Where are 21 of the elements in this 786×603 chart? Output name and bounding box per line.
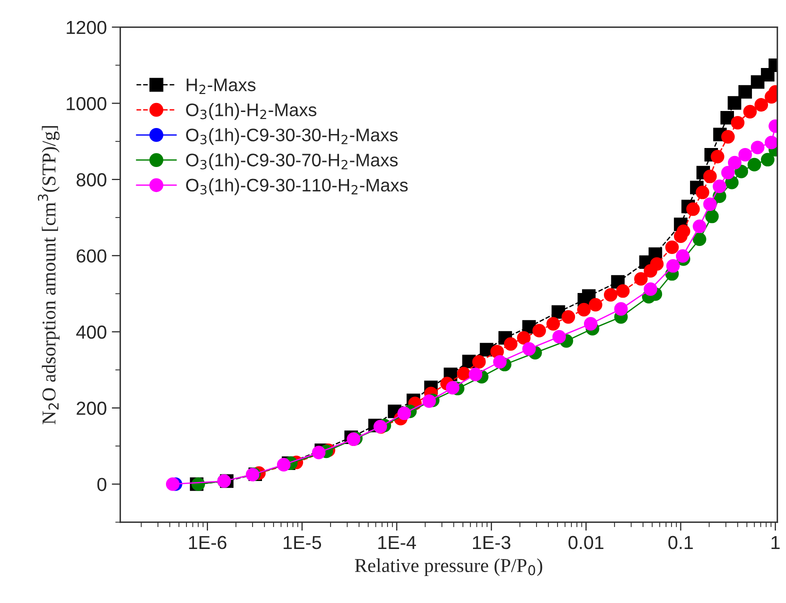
x-tick-label: 0.1 bbox=[668, 536, 693, 550]
legend-label: O$_{3}$(1h)-H$_{2}$-Maxs bbox=[186, 102, 316, 120]
y-tick-label: 1200 bbox=[66, 20, 106, 34]
x-tick-label: 0.01 bbox=[568, 536, 604, 550]
y-tick-label: 1000 bbox=[66, 97, 106, 110]
x-tick-label: 1E-4 bbox=[378, 536, 416, 549]
x-tick-label: 1E-3 bbox=[473, 536, 510, 550]
y-tick-label: 600 bbox=[76, 249, 106, 263]
x-tick-label: 1 bbox=[772, 536, 780, 549]
legend-label: O$_{3}$(1h)-C9-30-70-H$_{2}$-Maxs bbox=[186, 153, 398, 170]
y-tick-label: 800 bbox=[76, 173, 106, 186]
x-tick-label: 1E-5 bbox=[284, 536, 322, 550]
y-tick-label: 0 bbox=[97, 478, 106, 492]
y-axis-title: N$_{2}$O adsorption amount [cm$^{3}$(STP)/g] bbox=[38, 126, 60, 424]
x-tick-label: 1E-6 bbox=[189, 536, 226, 550]
y-tick-label: 400 bbox=[76, 325, 106, 339]
y-tick-label: 200 bbox=[76, 402, 106, 415]
legend-label: O$_{3}$(1h)-C9-30-110-H$_{2}$-Maxs bbox=[186, 178, 408, 196]
x-axis-title: Relative pressure (P/P$_{0}$) bbox=[354, 558, 542, 576]
legend-label: O$_{3}$(1h)-C9-30-30-H$_{2}$-Maxs bbox=[186, 128, 398, 145]
legend-label: H$_{2}$-Maxs bbox=[186, 78, 256, 94]
